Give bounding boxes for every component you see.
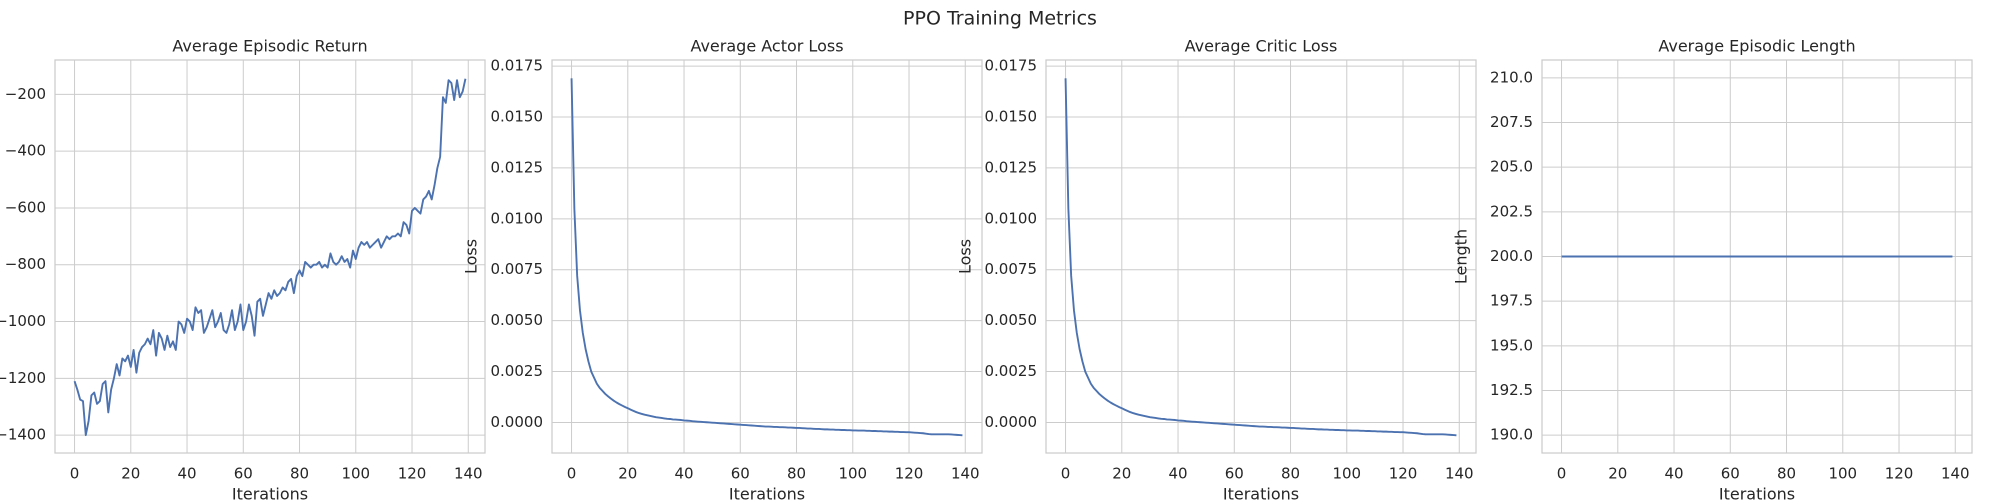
x-tick-label: 80 xyxy=(1777,465,1796,483)
axes-frame xyxy=(1045,59,1477,454)
x-tick-label: 40 xyxy=(1664,465,1683,483)
chart-title: Average Episodic Length xyxy=(1658,37,1855,56)
x-tick-label: 140 xyxy=(951,465,980,483)
y-tick-label: 200.0 xyxy=(1490,247,1533,265)
x-tick-label: 0 xyxy=(1061,465,1071,483)
y-tick-label: 0.0100 xyxy=(491,209,544,227)
x-tick-label: 100 xyxy=(1828,465,1857,483)
x-tick-label: 80 xyxy=(290,465,309,483)
y-tick-label: 197.5 xyxy=(1490,292,1533,310)
axes-frame xyxy=(54,59,486,454)
x-tick-label: 100 xyxy=(838,465,867,483)
y-axis-label: Length xyxy=(1452,229,1471,284)
x-tick-label: 120 xyxy=(895,465,924,483)
y-tick-label: 0.0025 xyxy=(985,362,1038,380)
y-tick-label: −800 xyxy=(5,255,46,273)
x-tick-label: 20 xyxy=(1608,465,1627,483)
y-tick-label: 0.0050 xyxy=(985,311,1038,329)
x-tick-label: 140 xyxy=(1941,465,1970,483)
line-series xyxy=(570,78,963,437)
plot-area xyxy=(1046,60,1476,453)
y-tick-label: 0.0075 xyxy=(985,260,1038,278)
y-tick-label: 0.0175 xyxy=(985,57,1038,75)
x-tick-label: 120 xyxy=(398,465,427,483)
chart-title: Average Actor Loss xyxy=(690,37,843,56)
x-tick-label: 60 xyxy=(1721,465,1740,483)
x-tick-label: 140 xyxy=(454,465,483,483)
y-tick-label: 202.5 xyxy=(1490,202,1533,220)
chart-title: Average Episodic Return xyxy=(172,37,367,56)
x-tick-label: 120 xyxy=(1885,465,1914,483)
x-tick-label: 60 xyxy=(731,465,750,483)
line-series xyxy=(1064,78,1457,437)
x-tick-label: 40 xyxy=(1168,465,1187,483)
x-tick-label: 120 xyxy=(1389,465,1418,483)
y-tick-label: −1000 xyxy=(0,312,46,330)
x-tick-label: 0 xyxy=(1557,465,1567,483)
x-axis-label: Iterations xyxy=(1719,485,1795,500)
y-tick-label: 0.0025 xyxy=(491,362,544,380)
y-tick-label: −1200 xyxy=(0,369,46,387)
x-tick-label: 100 xyxy=(1332,465,1361,483)
x-tick-label: 20 xyxy=(1112,465,1131,483)
y-tick-label: 0.0000 xyxy=(985,413,1038,431)
y-tick-label: 0.0125 xyxy=(985,158,1038,176)
x-tick-label: 40 xyxy=(674,465,693,483)
y-tick-label: −600 xyxy=(5,198,46,216)
x-axis-label: Iterations xyxy=(1223,485,1299,500)
axes-frame xyxy=(1541,59,1973,454)
plot-area xyxy=(552,60,982,453)
plot-area xyxy=(55,60,485,453)
y-axis-label: Loss xyxy=(956,239,975,274)
x-tick-label: 140 xyxy=(1445,465,1474,483)
y-axis-label: Loss xyxy=(462,239,481,274)
y-tick-label: 0.0100 xyxy=(985,209,1038,227)
y-tick-label: 0.0125 xyxy=(491,158,544,176)
y-tick-label: 0.0150 xyxy=(985,108,1038,126)
x-tick-label: 0 xyxy=(567,465,577,483)
x-axis-label: Iterations xyxy=(729,485,805,500)
y-tick-label: 0.0050 xyxy=(491,311,544,329)
x-tick-label: 20 xyxy=(121,465,140,483)
x-tick-label: 80 xyxy=(1281,465,1300,483)
x-tick-label: 60 xyxy=(234,465,253,483)
figure-title: PPO Training Metrics xyxy=(903,8,1097,30)
y-tick-label: −400 xyxy=(5,142,46,160)
y-tick-label: 0.0075 xyxy=(491,260,544,278)
y-tick-label: 192.5 xyxy=(1490,381,1533,399)
y-tick-label: 0.0150 xyxy=(491,108,544,126)
y-tick-label: 190.0 xyxy=(1490,426,1533,444)
y-tick-label: 0.0175 xyxy=(491,57,544,75)
x-axis-label: Iterations xyxy=(232,485,308,500)
y-tick-label: 207.5 xyxy=(1490,113,1533,131)
y-tick-label: 210.0 xyxy=(1490,68,1533,86)
x-tick-label: 20 xyxy=(618,465,637,483)
x-tick-label: 0 xyxy=(70,465,80,483)
y-tick-label: 0.0000 xyxy=(491,413,544,431)
x-tick-label: 100 xyxy=(341,465,370,483)
x-tick-label: 80 xyxy=(787,465,806,483)
y-tick-label: 205.0 xyxy=(1490,158,1533,176)
axes-frame xyxy=(551,59,983,454)
y-tick-label: −1400 xyxy=(0,426,46,444)
line-series xyxy=(73,78,467,437)
x-tick-label: 40 xyxy=(177,465,196,483)
y-tick-label: −200 xyxy=(5,85,46,103)
y-tick-label: 195.0 xyxy=(1490,336,1533,354)
x-tick-label: 60 xyxy=(1225,465,1244,483)
chart-title: Average Critic Loss xyxy=(1185,37,1338,56)
